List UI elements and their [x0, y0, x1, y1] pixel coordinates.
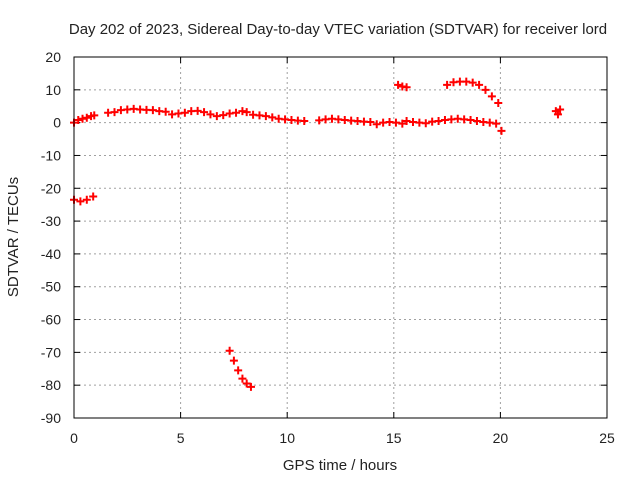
data-point	[82, 113, 91, 122]
y-tick-labels: 20 10 0 -10 -20 -30 -40 -50 -60 -70 -80 -90	[41, 49, 61, 426]
data-point	[394, 80, 403, 89]
data-point	[487, 92, 496, 101]
x-tick-label: 20	[493, 430, 509, 446]
data-point	[74, 116, 83, 125]
data-point	[475, 80, 484, 89]
data-point	[553, 110, 562, 119]
data-point	[372, 120, 381, 129]
grid	[74, 57, 607, 418]
data-point	[443, 80, 452, 89]
data-point	[110, 108, 119, 117]
data-point	[200, 108, 209, 117]
y-tick-label: -90	[41, 410, 61, 426]
x-tick-label: 5	[177, 430, 185, 446]
data-point	[242, 379, 251, 388]
x-tick-label: 25	[599, 430, 615, 446]
y-tick-label: -40	[41, 246, 61, 262]
data-point	[268, 113, 277, 122]
data-point	[180, 108, 189, 117]
data-point	[193, 106, 202, 115]
y-tick-label: -20	[41, 180, 61, 196]
x-tick-label: 0	[70, 430, 78, 446]
plot-frame	[73, 56, 608, 419]
data-points	[70, 77, 565, 391]
data-point	[229, 356, 238, 365]
data-point	[246, 382, 255, 391]
data-point	[76, 197, 85, 206]
data-point	[238, 374, 247, 383]
data-point	[481, 85, 490, 94]
data-point	[219, 111, 228, 120]
y-tick-label: -80	[41, 377, 61, 393]
data-point	[234, 366, 243, 375]
chart-title: Day 202 of 2023, Sidereal Day-to-day VTE…	[69, 21, 607, 38]
data-point	[494, 98, 503, 107]
data-point	[402, 83, 411, 92]
data-point	[82, 195, 91, 204]
y-tick-label: 20	[45, 49, 61, 65]
data-point	[90, 111, 99, 120]
data-point	[421, 119, 430, 128]
data-point	[242, 108, 251, 117]
data-point	[300, 116, 309, 125]
y-axis-label: SDTVAR / TECUs	[5, 177, 22, 297]
data-point	[261, 112, 270, 121]
y-tick-label: -50	[41, 279, 61, 295]
data-point	[366, 117, 375, 126]
data-point	[556, 105, 565, 114]
x-tick-label: 15	[386, 430, 402, 446]
x-axis-label: GPS time / hours	[283, 457, 397, 474]
data-point	[232, 108, 241, 117]
data-point	[468, 78, 477, 87]
y-tick-label: 0	[53, 115, 61, 131]
data-point	[89, 192, 98, 201]
y-tick-label: 10	[45, 82, 61, 98]
data-point	[497, 126, 506, 135]
y-tick-label: -10	[41, 147, 61, 163]
data-point	[398, 119, 407, 128]
y-tick-label: -30	[41, 213, 61, 229]
data-point	[161, 107, 170, 116]
x-tick-labels: 0 5 10 15 20 25	[70, 430, 615, 446]
data-point	[225, 346, 234, 355]
y-tick-label: -60	[41, 312, 61, 328]
data-point	[206, 110, 215, 119]
x-tick-label: 10	[279, 430, 295, 446]
data-point	[492, 119, 501, 128]
y-tick-label: -70	[41, 344, 61, 360]
